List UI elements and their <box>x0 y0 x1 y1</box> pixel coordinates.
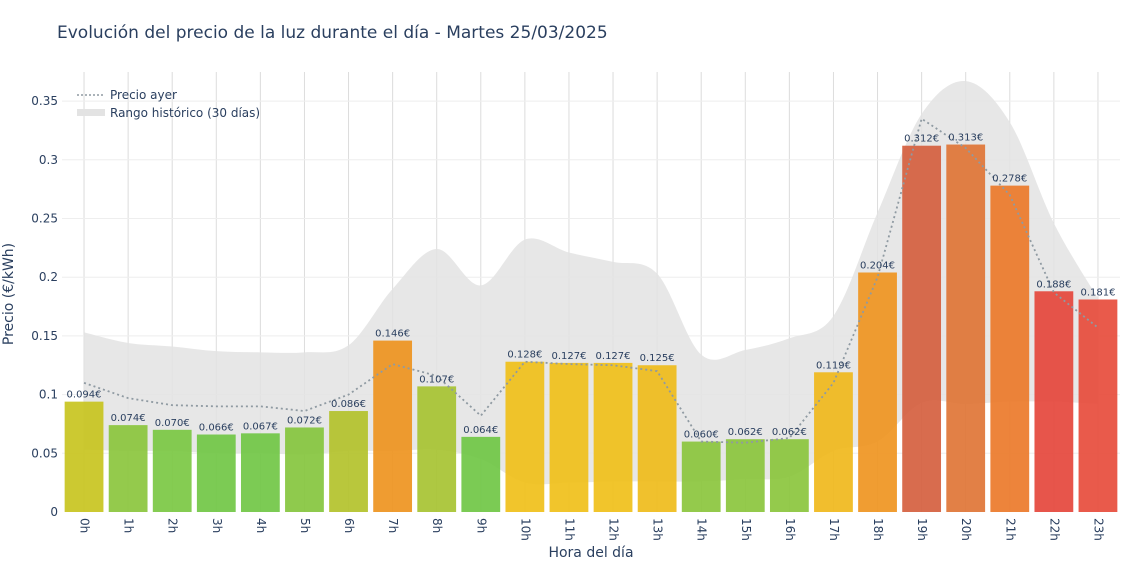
bar-value-label: 0.066€ <box>199 423 234 434</box>
history-band-layer <box>84 81 1098 485</box>
bar-value-label: 0.060€ <box>684 430 719 441</box>
x-tick-label: 13h <box>651 518 665 541</box>
bar-value-label: 0.062€ <box>772 427 807 438</box>
price-bar[interactable] <box>64 401 104 512</box>
bar-value-label: 0.181€ <box>1080 288 1115 299</box>
bar-value-label: 0.125€ <box>640 353 675 364</box>
x-tick-label: 3h <box>210 518 224 533</box>
bar-layer <box>64 144 1118 512</box>
x-tick-label: 14h <box>695 518 709 541</box>
axis-layer: 0 0.05 0.1 0.15 0.2 0.25 0.3 0.35 0h 1h 2h 3h 4h 5h 6h… <box>31 94 1105 541</box>
price-bar[interactable] <box>240 433 280 512</box>
x-tick-label: 5h <box>298 518 312 533</box>
x-tick-label: 8h <box>430 518 444 533</box>
yesterday-price-line <box>83 117 1099 444</box>
x-tick-label: 19h <box>915 518 929 541</box>
price-bar[interactable] <box>329 411 368 512</box>
history-range-band <box>84 81 1098 485</box>
price-bar[interactable] <box>152 429 192 512</box>
bar-value-label: 0.086€ <box>331 399 366 410</box>
x-tick-label: 2h <box>166 518 180 533</box>
x-tick-label: 10h <box>518 518 532 541</box>
x-tick-label: 20h <box>959 518 973 541</box>
x-tick-label: 0h <box>78 518 92 533</box>
x-tick-label: 11h <box>562 518 576 541</box>
bar-value-label: 0.074€ <box>111 413 146 424</box>
price-bar[interactable] <box>549 362 589 512</box>
price-bar[interactable] <box>373 340 413 512</box>
legend-yesterday-label: Precio ayer <box>110 88 177 102</box>
legend-history-swatch <box>77 109 105 116</box>
x-tick-label: 9h <box>474 518 488 533</box>
price-bar[interactable] <box>593 362 633 512</box>
price-bar[interactable] <box>637 365 677 512</box>
bar-value-label: 0.062€ <box>728 427 763 438</box>
price-bar[interactable] <box>461 436 501 512</box>
x-tick-label: 17h <box>827 518 841 541</box>
bar-value-label: 0.204€ <box>860 260 895 271</box>
x-tick-label: 23h <box>1091 518 1105 541</box>
legend-history-label: Rango histórico (30 días) <box>110 106 260 120</box>
price-bar[interactable] <box>285 427 324 512</box>
x-tick-label: 22h <box>1047 518 1061 541</box>
bar-value-label: 0.188€ <box>1036 279 1071 290</box>
x-tick-label: 12h <box>607 518 621 541</box>
bar-value-label: 0.146€ <box>375 329 410 340</box>
price-bar[interactable] <box>196 434 236 512</box>
x-tick-label: 7h <box>386 518 400 533</box>
y-tick-label: 0.35 <box>31 94 58 108</box>
price-bar[interactable] <box>1034 291 1074 512</box>
bar-value-label: 0.278€ <box>992 174 1027 185</box>
bar-value-label: 0.094€ <box>67 390 102 401</box>
legend: Precio ayer Rango histórico (30 días) <box>77 88 260 120</box>
x-tick-label: 4h <box>254 518 268 533</box>
price-bar[interactable] <box>946 144 986 512</box>
yesterday-line-layer <box>83 117 1099 444</box>
bar-value-label: 0.067€ <box>243 421 278 432</box>
price-bar[interactable] <box>1078 299 1118 512</box>
price-bar[interactable] <box>417 386 457 512</box>
bar-value-label: 0.127€ <box>596 351 631 362</box>
y-tick-label: 0.2 <box>39 270 58 284</box>
y-tick-label: 0.1 <box>39 388 58 402</box>
price-bar[interactable] <box>858 272 897 512</box>
x-tick-label: 15h <box>739 518 753 541</box>
price-bar[interactable] <box>814 372 853 512</box>
y-tick-label: 0.05 <box>31 446 58 460</box>
bar-value-label: 0.127€ <box>551 351 586 362</box>
y-tick-label: 0.25 <box>31 211 58 225</box>
price-bar[interactable] <box>902 145 942 512</box>
bar-value-label: 0.070€ <box>155 418 190 429</box>
bar-value-label: 0.313€ <box>948 133 983 144</box>
bar-value-label: 0.119€ <box>816 360 851 371</box>
bar-value-label: 0.128€ <box>507 350 542 361</box>
y-axis-title: Precio (€/kWh) <box>1 243 17 345</box>
price-bar[interactable] <box>681 441 721 512</box>
price-bar[interactable] <box>990 185 1030 512</box>
y-tick-label: 0.3 <box>39 153 58 167</box>
price-bar[interactable] <box>725 439 765 512</box>
x-axis-title: Hora del día <box>548 545 633 561</box>
x-tick-label: 16h <box>783 518 797 541</box>
price-bar[interactable] <box>108 425 148 512</box>
x-tick-label: 18h <box>871 518 885 541</box>
bar-value-label: 0.312€ <box>904 134 939 145</box>
bar-value-label: 0.107€ <box>419 374 454 385</box>
price-bar[interactable] <box>505 361 545 512</box>
bar-label-layer: 0.094€ 0.074€ 0.070€ 0.066€ 0.067€ 0.072€ 0.08… <box>67 133 1116 441</box>
y-tick-label: 0 <box>50 505 58 519</box>
bar-value-label: 0.072€ <box>287 415 322 426</box>
chart-title: Evolución del precio de la luz durante e… <box>57 23 608 43</box>
x-tick-label: 1h <box>122 518 136 533</box>
bar-value-label: 0.064€ <box>463 425 498 436</box>
price-bar[interactable] <box>769 439 809 512</box>
x-tick-label: 6h <box>342 518 356 533</box>
x-tick-label: 21h <box>1003 518 1017 541</box>
y-tick-label: 0.15 <box>31 329 58 343</box>
